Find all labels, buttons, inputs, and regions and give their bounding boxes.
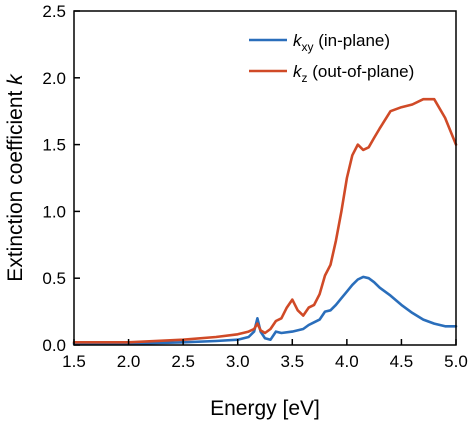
x-tick-label: 1.5: [62, 352, 86, 371]
y-tick-label: 2.0: [42, 69, 66, 88]
x-tick-label: 4.5: [390, 352, 414, 371]
series-line-0: [72, 275, 458, 345]
legend-label: kz (out-of-plane): [293, 62, 414, 85]
y-tick-label: 0.0: [42, 336, 66, 355]
plot-frame: [73, 10, 457, 346]
legend-item-0: kxy (in-plane): [249, 31, 390, 54]
series-line-1: [72, 97, 458, 344]
series-layer: [72, 97, 458, 345]
y-tick-label: 1.0: [42, 202, 66, 221]
y-tick-label: 2.5: [42, 2, 66, 21]
x-tick-label: 3.0: [226, 352, 250, 371]
y-tick-label: 1.5: [42, 136, 66, 155]
y-axis-title: Extinction coefficient k: [4, 73, 27, 282]
x-tick-label: 4.0: [335, 352, 359, 371]
legend-label: kxy (in-plane): [293, 31, 390, 54]
x-tick-label: 2.5: [171, 352, 195, 371]
legend-item-1: kz (out-of-plane): [249, 62, 414, 85]
x-tick-label: 3.5: [280, 352, 304, 371]
ticks-layer: 1.5 2.0 2.5 3.0 3.5 4.0 4.5 5.0 0.0 0.5 1.0 1.5 2.0 2…: [42, 2, 467, 371]
x-tick-label: 5.0: [444, 352, 468, 371]
legend: kxy (in-plane) kz (out-of-plane): [249, 31, 414, 85]
x-tick-label: 2.0: [117, 352, 141, 371]
x-axis-title: Energy [eV]: [210, 397, 320, 420]
y-tick-label: 0.5: [42, 269, 66, 288]
